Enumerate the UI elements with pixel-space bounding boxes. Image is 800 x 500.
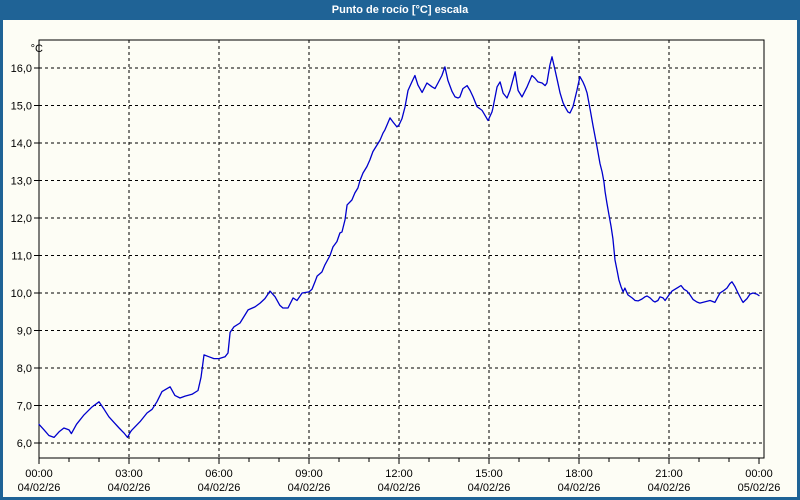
y-tick-label: 10,0	[11, 288, 32, 300]
y-tick-label: 13,0	[11, 176, 32, 188]
y-tick-label: 7,0	[17, 401, 32, 413]
x-tick-time-label: 15:00	[475, 468, 503, 480]
window-titlebar: Punto de rocío [°C] escala	[0, 0, 800, 20]
chart-area: 6,0 7,0 8,0 9,0 10,0 11,0 12,0 13,0 14,0 15,0 16,0…	[3, 20, 797, 497]
x-tick-date-label: 04/02/26	[378, 482, 421, 494]
y-tick-label: 12,0	[11, 213, 32, 225]
y-tick-label: 14,0	[11, 138, 32, 150]
x-tick-date-label: 05/02/26	[738, 482, 781, 494]
plot-border	[38, 39, 765, 459]
x-tick-date-label: 04/02/26	[288, 482, 331, 494]
x-tick-time-label: 00:00	[745, 468, 773, 480]
x-tick-time-label: 18:00	[565, 468, 593, 480]
dewpoint-line-chart: 6,0 7,0 8,0 9,0 10,0 11,0 12,0 13,0 14,0 15,0 16,0…	[11, 39, 781, 494]
x-tick-date-label: 04/02/26	[648, 482, 691, 494]
dewpoint-series-line	[38, 56, 760, 439]
x-tick-time-label: 12:00	[385, 468, 413, 480]
x-tick-date-label: 04/02/26	[468, 482, 511, 494]
x-tick-date-label: 04/02/26	[558, 482, 601, 494]
x-tick-time-label: 00:00	[25, 468, 53, 480]
x-tick-time-label: 21:00	[655, 468, 683, 480]
y-tick-label: 9,0	[17, 326, 32, 338]
y-tick-label: 8,0	[17, 363, 32, 375]
x-tick-time-label: 06:00	[205, 468, 233, 480]
x-tick-date-label: 04/02/26	[198, 482, 241, 494]
y-tick-label: 6,0	[17, 438, 32, 450]
x-tick-date-label: 04/02/26	[108, 482, 151, 494]
x-tick-date-label: 04/02/26	[18, 482, 61, 494]
x-tick-time-label: 03:00	[115, 468, 143, 480]
y-tick-label: 11,0	[11, 251, 32, 263]
window-title: Punto de rocío [°C] escala	[331, 4, 469, 16]
y-tick-label: 16,0	[11, 63, 32, 75]
y-axis-unit-label: °C	[31, 43, 43, 55]
y-tick-label: 15,0	[11, 101, 32, 113]
x-tick-time-label: 09:00	[295, 468, 323, 480]
